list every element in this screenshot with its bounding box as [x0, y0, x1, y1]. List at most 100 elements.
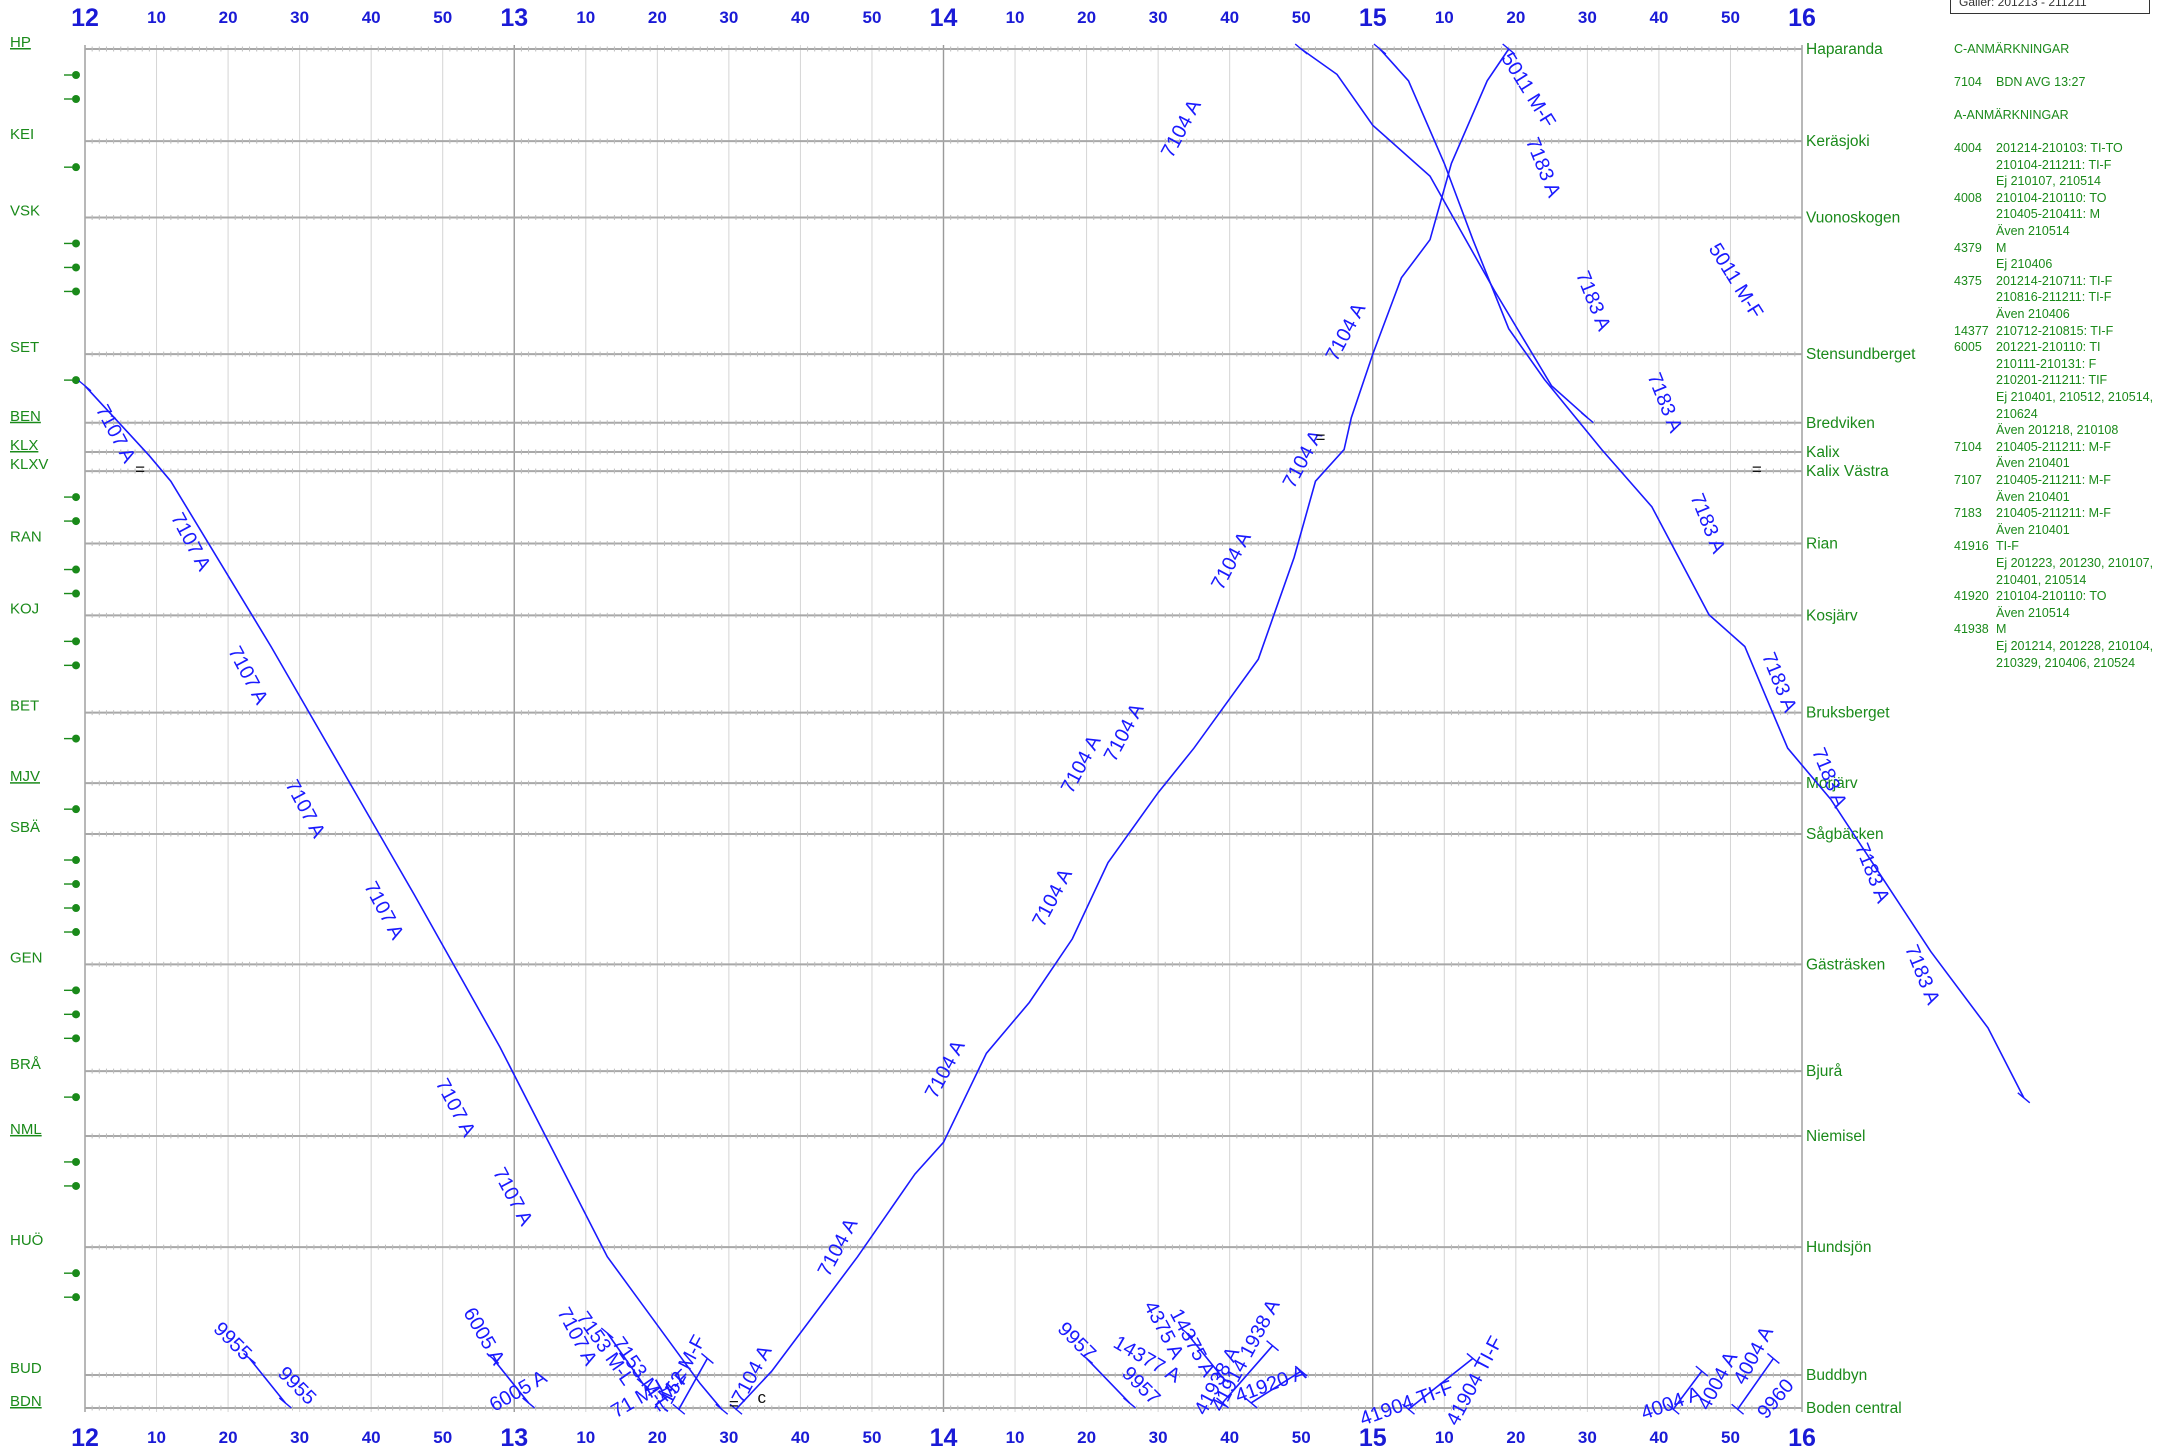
notes-panel: Gäller: 201213 - 211211 C-ANMÄRKNINGAR 7… [1950, 0, 2160, 760]
minute-label-bottom: 30 [719, 1428, 738, 1447]
note-continuation: Även 210514 [1996, 606, 2070, 620]
minute-label-top: 10 [1435, 8, 1454, 27]
train-label: 7183 A [1900, 942, 1944, 1009]
train-label: 41904 TI-F [1357, 1377, 1456, 1431]
note-continuation: 210111-210131: F [1996, 357, 2096, 371]
minute-label-top: 50 [1721, 8, 1740, 27]
minute-label-top: 30 [1149, 8, 1168, 27]
station-code: MJV [10, 768, 40, 785]
note-continuation: 210816-211211: TI-F [1996, 290, 2111, 304]
station-code: VSK [10, 202, 40, 219]
note-continuation: Ej 210401, 210512, 210514, [1996, 390, 2153, 404]
station-name: Keräsjoki [1806, 133, 1870, 150]
train-label: 7183 A [1571, 268, 1615, 335]
note-text: 210405-211211: M-F [1996, 506, 2111, 520]
hour-label-top: 16 [1788, 4, 1816, 32]
station-name: Kalix [1806, 444, 1840, 461]
siding-dot [72, 805, 80, 813]
minute-label-bottom: 40 [1220, 1428, 1239, 1447]
time-axis-top: 12 10 20 30 40 50 13 10 20 30 40 50 14 10 20 30 40 50 15 10… [71, 4, 1816, 32]
note-continuation: Ej 210107, 210514 [1996, 174, 2101, 188]
train-label: 9960 [1753, 1375, 1798, 1423]
station-code: HUÖ [10, 1231, 43, 1249]
siding-dot [72, 1158, 80, 1166]
siding-dot [72, 566, 80, 574]
note-text: 201221-210110: TI [1996, 340, 2101, 354]
note-continuation: Även 210401 [1996, 456, 2070, 470]
siding-dot [72, 493, 80, 501]
note-continuation: Ej 210406 [1996, 257, 2052, 271]
train-end-tick [1767, 1353, 1779, 1363]
note-row: 14377 210712-210815: TI-F [1954, 324, 2113, 338]
station-code: KLX [10, 437, 38, 454]
station-code: SET [10, 339, 39, 356]
siding-dot [72, 880, 80, 888]
train-label: 4004 A [1729, 1322, 1778, 1388]
note-train-number: 7107 [1954, 473, 1996, 487]
station-name: Sågbäcken [1806, 826, 1884, 843]
station-code: GEN [10, 949, 43, 966]
station-name: Gästräsken [1806, 956, 1885, 973]
minute-label-bottom: 10 [147, 1428, 166, 1447]
minute-label-bottom: 30 [1578, 1428, 1597, 1447]
note-continuation: Även 210514 [1996, 224, 2070, 238]
minute-label-top: 40 [791, 8, 810, 27]
minute-label-top: 40 [1220, 8, 1239, 27]
minute-label-bottom: 50 [1292, 1428, 1311, 1447]
hour-label-bottom: 12 [71, 1424, 99, 1451]
note-train-number: 4379 [1954, 241, 1996, 255]
note-train-number: 7183 [1954, 506, 1996, 520]
note-train-number: 14377 [1954, 324, 1996, 338]
minute-label-bottom: 20 [1077, 1428, 1096, 1447]
station-name: Hundsjön [1806, 1239, 1872, 1256]
note-continuation: 210624 [1996, 407, 2038, 421]
train-label: 7183 A [1850, 840, 1894, 907]
station-code: BDN [10, 1393, 42, 1410]
siding-dot [72, 71, 80, 79]
siding-dot [72, 590, 80, 598]
minute-label-top: 20 [1077, 8, 1096, 27]
note-row: 7183 210405-211211: M-F [1954, 506, 2111, 520]
minute-label-bottom: 20 [1506, 1428, 1525, 1447]
note-text: M [1996, 622, 2006, 636]
note-train-number: 41938 [1954, 622, 1996, 636]
minute-label-top: 40 [362, 8, 381, 27]
station-code: RAN [10, 529, 42, 546]
note-row: 4008 210104-210110: TO [1954, 191, 2107, 205]
station-code: BRÅ [10, 1056, 41, 1073]
train-label: 41904 TI-F [1442, 1333, 1507, 1429]
train-label: 6005 A [459, 1304, 510, 1370]
note-text: 210104-210110: TO [1996, 589, 2107, 603]
siding-dot [72, 517, 80, 525]
station-lines: HP Haparanda KEI Keräsjoki VSK Vuonoskogen SET… [10, 34, 1916, 1417]
station-name: Bjurå [1806, 1063, 1843, 1080]
note-row: 41938 M [1954, 622, 2006, 636]
note-text: 201214-210711: TI-F [1996, 274, 2112, 288]
minute-label-top: 40 [1649, 8, 1668, 27]
station-name: Kalix Västra [1806, 463, 1889, 480]
note-train-number: 7104 [1954, 440, 1996, 454]
train-label: 7183 A [1686, 490, 1730, 557]
note-text: TI-F [1996, 539, 2019, 553]
minute-label-bottom: 50 [862, 1428, 881, 1447]
hour-label-top: 12 [71, 4, 99, 32]
meet-mark: = [135, 460, 145, 479]
train-label: 7183 A [1757, 649, 1801, 716]
train-label: 7107 A [223, 643, 272, 709]
minute-label-top: 50 [433, 8, 452, 27]
minute-label-bottom: 40 [791, 1428, 810, 1447]
train-label: 7107 A [281, 776, 330, 842]
station-code: KLXV [10, 456, 48, 473]
train-label: 7107 A [488, 1164, 537, 1230]
note-continuation: 210104-211211: TI-F [1996, 158, 2111, 172]
minute-label-bottom: 20 [219, 1428, 238, 1447]
note-continuation: Även 201218, 210108 [1996, 423, 2118, 437]
siding-dot [72, 928, 80, 936]
station-name: Kosjärv [1806, 607, 1858, 624]
siding-dot [72, 637, 80, 645]
meet-mark: = [1316, 428, 1326, 447]
note-row: 7104 BDN AVG 13:27 [1954, 75, 2085, 89]
meet-mark: = [729, 1394, 739, 1413]
